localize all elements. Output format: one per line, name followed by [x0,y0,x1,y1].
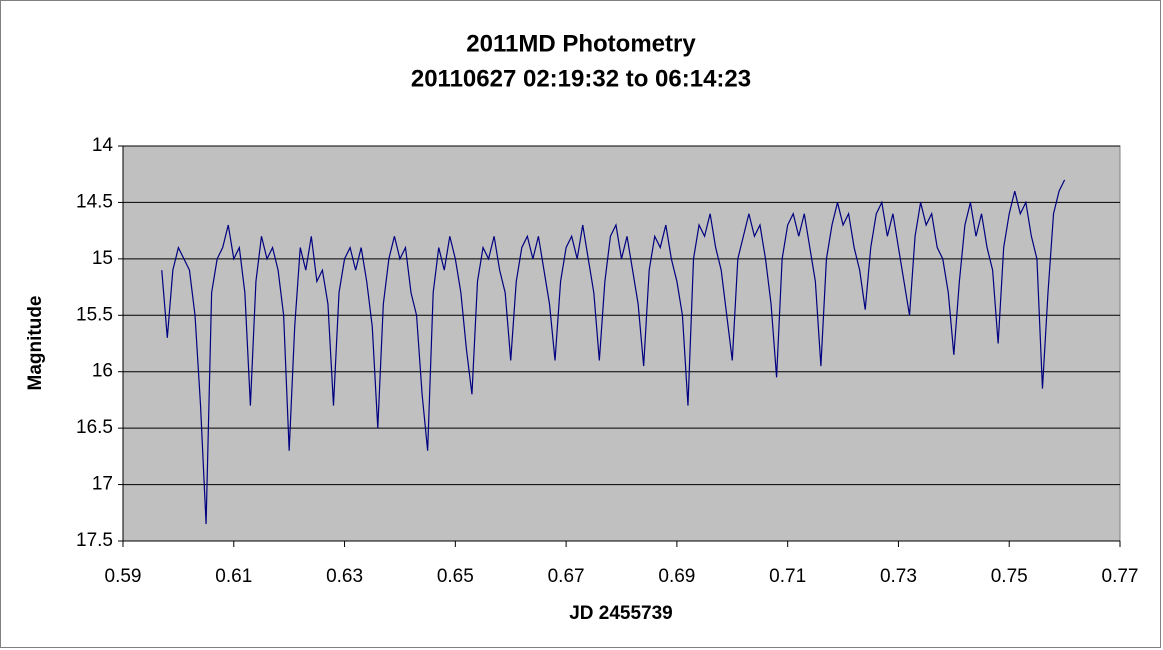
y-tick-label: 17.5 [76,530,113,551]
y-tick-label: 15.5 [76,304,113,325]
x-tick-label: 0.73 [880,566,917,587]
y-tick-label: 15 [92,248,113,269]
data-line [161,179,1066,525]
x-tick-label: 0.67 [548,566,585,587]
chart-title: 2011MD Photometry [466,30,696,57]
y-tick-label: 17 [92,474,113,495]
x-tick-label: 0.71 [769,566,806,587]
x-tick-label: 0.65 [437,566,474,587]
x-tick-label: 0.69 [658,566,695,587]
x-axis-label: JD 2455739 [569,603,673,624]
x-tick-label: 0.77 [1102,566,1139,587]
y-axis-label: Magnitude [25,296,46,391]
y-tick-label: 16.5 [76,417,113,438]
x-tick-label: 0.63 [326,566,363,587]
x-tick-label: 0.61 [215,566,252,587]
x-tick-label: 0.59 [105,566,142,587]
plot-area [122,145,1121,542]
y-tick-label: 16 [92,361,113,382]
chart-subtitle: 20110627 02:19:32 to 06:14:23 [411,65,751,92]
y-tick-label: 14 [92,135,114,156]
x-tick-label: 0.75 [991,566,1028,587]
y-tick-label: 14.5 [76,191,113,212]
